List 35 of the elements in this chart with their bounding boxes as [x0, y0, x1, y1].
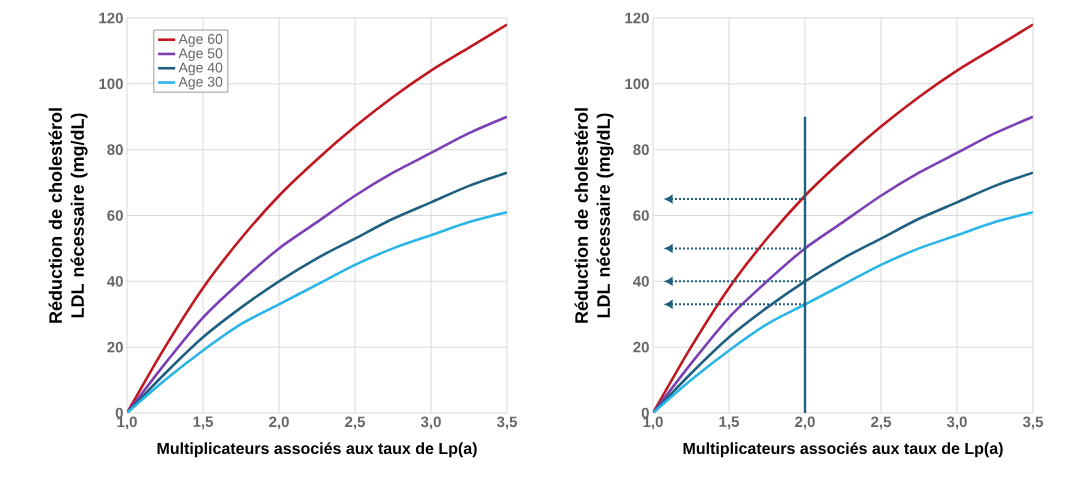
- y-tick-label: 40: [633, 276, 649, 287]
- x-tick-label: 2,5: [871, 416, 892, 430]
- x-tick-label: 3,0: [420, 416, 441, 430]
- y-tick-label: 120: [99, 12, 123, 24]
- y-tick-label: 60: [107, 210, 123, 221]
- legend-label: Age 30: [178, 76, 223, 90]
- legend-label: Age 50: [178, 48, 223, 61]
- y-tick-label: 60: [633, 210, 649, 221]
- x-tick-label: 2,0: [795, 416, 815, 430]
- y-tick-label: 120: [625, 12, 649, 24]
- line-series: [127, 210, 508, 413]
- y-tick-label: 80: [633, 144, 649, 155]
- line-series: [127, 115, 508, 413]
- y-tick-label: 20: [107, 341, 123, 353]
- line-series: [127, 23, 508, 413]
- x-tick-label: 2,0: [269, 416, 289, 430]
- x-tick-label: 3,5: [496, 416, 518, 430]
- x-tick-label: 1,5: [719, 416, 740, 430]
- y-axis-title: Réduction de cholestérol LDL nécessaire (mg/dL): [574, 108, 614, 323]
- x-tick-label: 3,0: [946, 416, 967, 430]
- y-tick-label: 100: [625, 78, 649, 90]
- y-tick-label: 80: [107, 144, 123, 155]
- x-tick-label: 1,5: [193, 416, 214, 430]
- y-tick-label: 100: [99, 78, 123, 90]
- y-tick-label: 40: [107, 276, 123, 287]
- x-axis-title: Multiplicateurs associés aux taux de Lp(a): [157, 442, 477, 458]
- legend-label: Age 60: [178, 34, 223, 47]
- x-axis-title: Multiplicateurs associés aux taux de Lp(a): [683, 442, 1003, 458]
- legend-label: Age 40: [178, 62, 223, 76]
- line-series: [653, 23, 1033, 413]
- y-axis-title: Réduction de cholestérol LDL nécessaire (mg/dL): [48, 108, 88, 323]
- y-tick-label: 20: [633, 341, 649, 353]
- x-tick-label: 2,5: [345, 416, 366, 430]
- line-series: [653, 210, 1033, 413]
- x-tick-label: 3,5: [1022, 416, 1043, 430]
